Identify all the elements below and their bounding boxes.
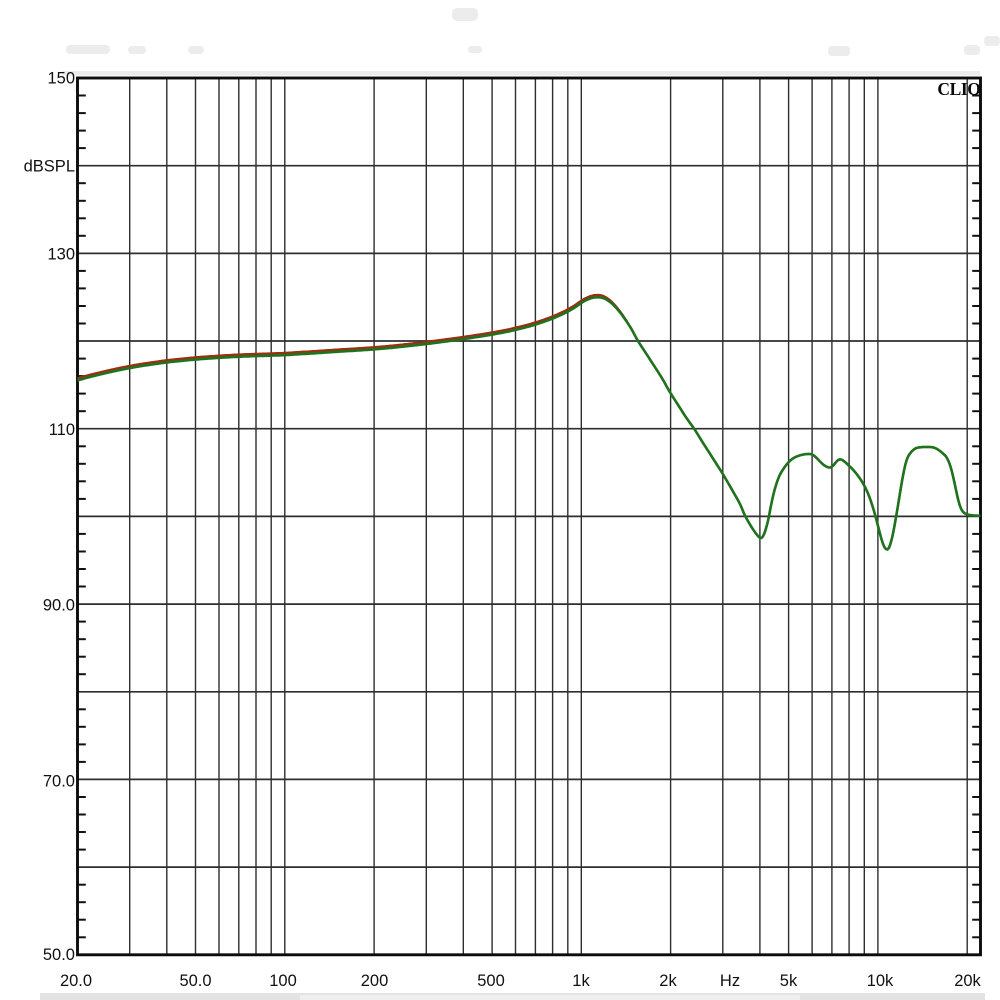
- svg-text:5k: 5k: [780, 972, 798, 990]
- svg-text:130: 130: [47, 245, 75, 263]
- svg-text:1k: 1k: [572, 972, 590, 990]
- svg-text:10k: 10k: [867, 972, 894, 990]
- svg-text:150: 150: [47, 70, 75, 88]
- svg-text:dBSPL: dBSPL: [24, 158, 75, 176]
- svg-text:200: 200: [361, 972, 389, 990]
- svg-text:20.0: 20.0: [60, 972, 92, 990]
- svg-text:2k: 2k: [659, 972, 677, 990]
- svg-text:20k: 20k: [954, 972, 981, 990]
- svg-text:50.0: 50.0: [43, 946, 75, 964]
- svg-text:Hz: Hz: [720, 972, 740, 990]
- svg-text:90.0: 90.0: [43, 597, 75, 615]
- svg-text:100: 100: [269, 972, 297, 990]
- svg-text:70.0: 70.0: [43, 773, 75, 791]
- svg-text:110: 110: [49, 421, 75, 439]
- svg-text:50.0: 50.0: [179, 972, 211, 990]
- svg-text:CLIO: CLIO: [937, 79, 980, 99]
- svg-text:500: 500: [477, 972, 505, 990]
